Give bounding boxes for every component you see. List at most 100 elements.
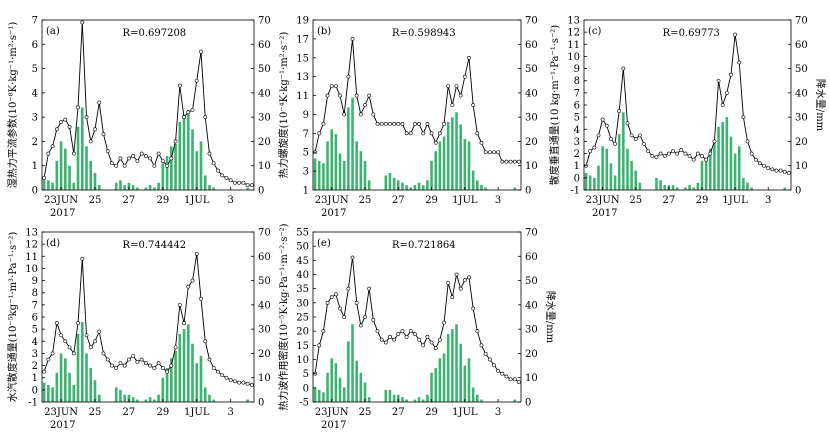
panel-c-bar (733, 153, 737, 190)
panel-d-bar (89, 368, 93, 402)
panel-b-x-tick-label: 29 (425, 195, 438, 206)
panel-d-point (67, 345, 72, 350)
panel-d-right-tick-label: 60 (258, 252, 271, 263)
panel-c-point (683, 151, 688, 156)
panel-b-bar (484, 187, 487, 190)
panel-c-point (753, 157, 758, 162)
panel-b-bar (317, 160, 321, 190)
panel-e-x-tick-label: 23JUN (315, 407, 349, 418)
panel-b-bar (513, 187, 517, 190)
panel-b-point (437, 131, 442, 136)
panel-a-right-tick-label: 50 (258, 64, 271, 75)
panel-d-bar (178, 334, 182, 402)
panel-c-bar (746, 182, 749, 190)
panel-d-left-tick-label: 5 (32, 325, 38, 336)
panel-b-point (358, 112, 363, 117)
panel-c-left-tick-label: 11 (567, 40, 580, 51)
panel-e-right-tick-label: 50 (525, 276, 538, 287)
panel-d-left-tick-label: 11 (25, 252, 38, 263)
panel-a-point (194, 78, 199, 83)
panel-a-point (245, 183, 250, 188)
panel-e-right-tick-label: 20 (525, 349, 538, 360)
panel-a-point (101, 132, 106, 137)
panel-c-left-tick-label: 10 (567, 52, 580, 63)
panel-e-bar (396, 394, 400, 402)
panel-c-left-tick-label: -1 (570, 186, 580, 197)
panel-e-x-tick-label: 3 (495, 407, 501, 418)
panel-d-bar (212, 399, 216, 402)
panel-d-right-tick-label: 10 (258, 373, 271, 384)
panel-e-point (442, 320, 446, 325)
panel-d-point (190, 278, 195, 283)
panel-b-right-tick-label: 0 (525, 186, 531, 197)
panel-c-left-tick-label: 2 (574, 149, 580, 160)
panel-d-bar (80, 321, 84, 402)
panel-a-point (114, 163, 119, 168)
panel-d-bar (174, 351, 177, 402)
panel-a-point (42, 175, 47, 180)
panel-c-point (637, 133, 642, 138)
panel-e-point (417, 337, 421, 342)
panel-e-point (446, 281, 451, 285)
panel-d-point (131, 353, 136, 358)
panel-e-point (483, 351, 488, 356)
panel-d-left-tick-label: 6 (32, 313, 38, 324)
panel-b-bar (363, 160, 367, 190)
panel-c-left-tick-label: 12 (567, 28, 580, 39)
panel-b-point (471, 103, 476, 107)
panel-c-bar (617, 134, 621, 190)
panel-b-left-tick-label: 7 (303, 129, 309, 140)
panel-c-bar (708, 148, 712, 190)
panel-a-right-tick-label: 60 (258, 40, 271, 51)
panel-b-bar (476, 180, 479, 190)
panel-a-bar (186, 109, 190, 190)
panel-b-bar (471, 170, 475, 190)
panel-b-point (388, 121, 392, 126)
panel-a-r-value: R=0.697208 (123, 28, 187, 39)
panel-b-point (483, 150, 488, 155)
panel-a-ylabel-left: 湿热力平流参数(10⁻⁸K·kg⁻¹·m²·s⁻¹) (6, 22, 19, 189)
panel-c-bar (613, 175, 617, 190)
panel-e-point (437, 337, 442, 342)
panel-a-bar (72, 182, 76, 190)
panel-d-line (43, 253, 253, 386)
panel-c-bar (609, 163, 613, 190)
panel-b-bar (401, 182, 404, 190)
panel-a-point (169, 156, 174, 161)
panel-a-frame (41, 19, 255, 191)
panel-d-bar (47, 385, 50, 402)
panel-d-left-tick-label: 7 (32, 300, 38, 311)
panel-a-right-tick-label: 40 (258, 88, 271, 99)
panel-d-bars (42, 321, 249, 402)
panel-c-point (621, 66, 626, 71)
panel-b-bar (334, 134, 338, 190)
panel-a-bar (42, 177, 46, 190)
panel-d-point (233, 379, 237, 384)
panel-c-x-tick-label: 29 (696, 195, 709, 206)
panel-e-point (333, 292, 338, 297)
panel-a-left-tick-label: 0 (32, 186, 38, 197)
panel-b-label: (b) (317, 26, 331, 37)
panel-d-bar (203, 387, 207, 402)
panel-e-bar (392, 394, 396, 402)
panel-a-bar (119, 180, 122, 190)
panel-e-point (404, 334, 409, 339)
panel-a-year: 2017 (50, 208, 75, 219)
panel-b-bar (313, 158, 317, 190)
panel-d-point (118, 361, 123, 366)
panel-b-right-ticks: 0 10 20 30 40 50 60 70 (518, 16, 538, 197)
panel-c-year: 2017 (592, 208, 617, 219)
panel-d-bar (76, 334, 80, 402)
panel-b-year: 2017 (321, 208, 346, 219)
panel-e-bar (463, 365, 467, 402)
panel-e-bar (434, 368, 438, 402)
panel-b-right-tick-label: 70 (525, 16, 538, 27)
panel-e: -5 0 5 10 15 20 25 30 35 40 45 50 55 0 10 20 30 40 50 60 70… (277, 223, 557, 431)
panel-e-x-tick-label: 29 (425, 407, 438, 418)
panel-d-left-tick-label: 9 (32, 276, 38, 287)
panel-e-bar (330, 358, 334, 402)
panel-a-bar (212, 187, 216, 190)
panel-b-bar (367, 180, 371, 190)
panel-e-point (421, 343, 426, 348)
